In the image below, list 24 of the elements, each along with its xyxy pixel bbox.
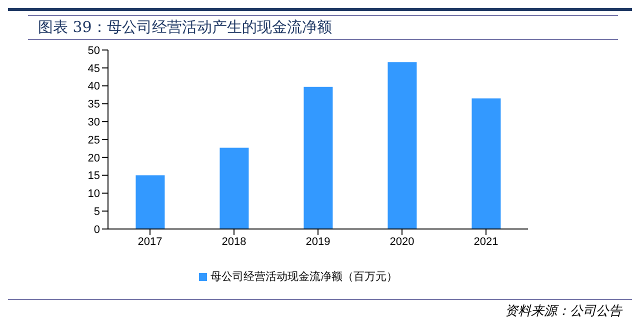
bar (388, 62, 417, 229)
bar (136, 175, 165, 229)
chart-title: 图表 39：母公司经营活动产生的现金流净额 (38, 18, 332, 37)
x-tick-label: 2019 (306, 236, 330, 248)
text: 资料来源：公司公告 (505, 303, 622, 320)
y-tick-label: 30 (88, 116, 100, 129)
y-tick-label: 40 (88, 80, 100, 93)
y-tick-label: 35 (88, 98, 100, 111)
y-tick-label: 0 (94, 224, 100, 236)
y-tick-label: 15 (88, 170, 100, 182)
y-tick-label: 45 (88, 62, 100, 75)
y-tick-label: 10 (88, 188, 100, 200)
bar (220, 148, 249, 229)
x-tick-label: 2021 (474, 236, 498, 248)
y-tick-label: 50 (88, 44, 100, 57)
y-tick-label: 20 (88, 152, 100, 164)
y-tick-label: 25 (88, 134, 100, 146)
x-tick-label: 2020 (390, 236, 414, 248)
legend-label: 母公司经营活动现金流净额（百万元） (210, 270, 398, 283)
x-tick-label: 2017 (138, 236, 162, 248)
y-tick-label: 5 (94, 206, 100, 218)
bar (472, 98, 501, 229)
x-tick-label: 2018 (222, 236, 246, 248)
bar (304, 86, 333, 229)
